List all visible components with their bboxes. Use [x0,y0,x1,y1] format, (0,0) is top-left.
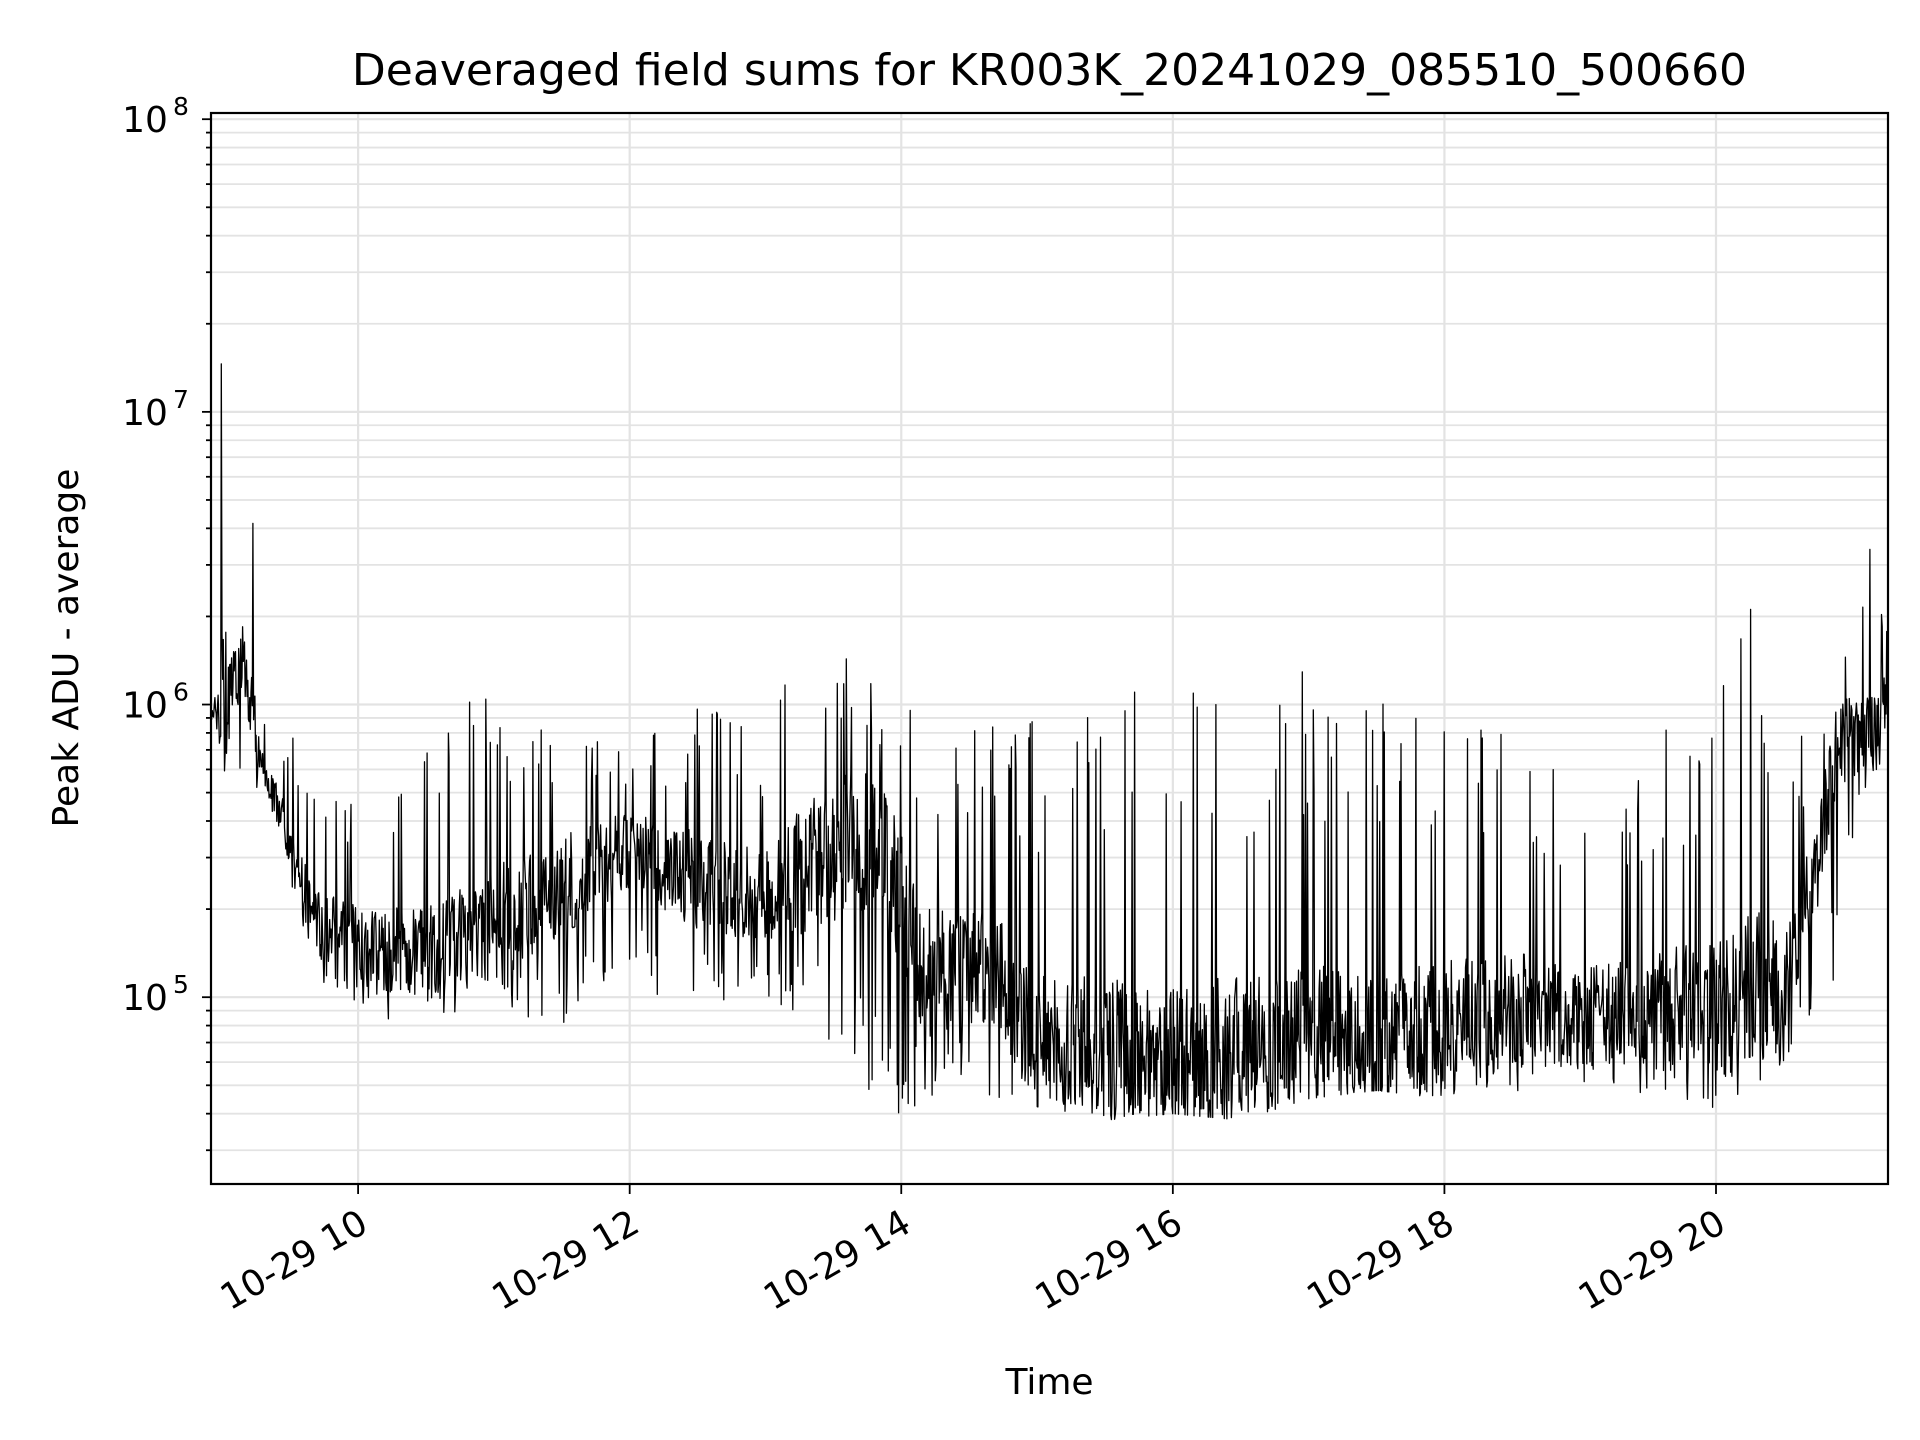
y-tick-label-base: 10 [122,100,168,141]
x-tick-label: 10-29 18 [1300,1202,1461,1318]
y-axis-label: Peak ADU - average [46,469,87,828]
y-tick-label: 10 8 [122,92,189,141]
series-line [210,363,1889,1121]
x-tick-label: 10-29 16 [1029,1202,1190,1318]
y-tick-label-base: 10 [122,686,168,727]
x-tick-label: 10-29 14 [757,1202,918,1318]
y-tick-label-base: 10 [122,393,168,434]
y-tick-label-exponent: 6 [173,678,189,707]
y-tick-label: 10 5 [122,970,189,1019]
plot-frame [209,111,1890,1186]
y-tick-label: 10 6 [122,678,189,727]
y-tick-label-exponent: 5 [173,970,189,999]
x-axis-label: Time [1004,1362,1093,1403]
x-tick-label: 10-29 20 [1572,1202,1733,1318]
y-tick-label-exponent: 7 [173,385,189,414]
chart-title: Deaveraged field sums for KR003K_2024102… [352,45,1747,96]
y-tick-label-base: 10 [122,978,168,1019]
series [210,363,1889,1121]
x-tick-label: 10-29 12 [486,1202,647,1318]
grid [211,113,1888,1184]
y-tick-label: 10 7 [122,385,189,434]
x-tick-label: 10-29 10 [214,1202,375,1318]
y-tick-label-exponent: 8 [173,92,189,121]
